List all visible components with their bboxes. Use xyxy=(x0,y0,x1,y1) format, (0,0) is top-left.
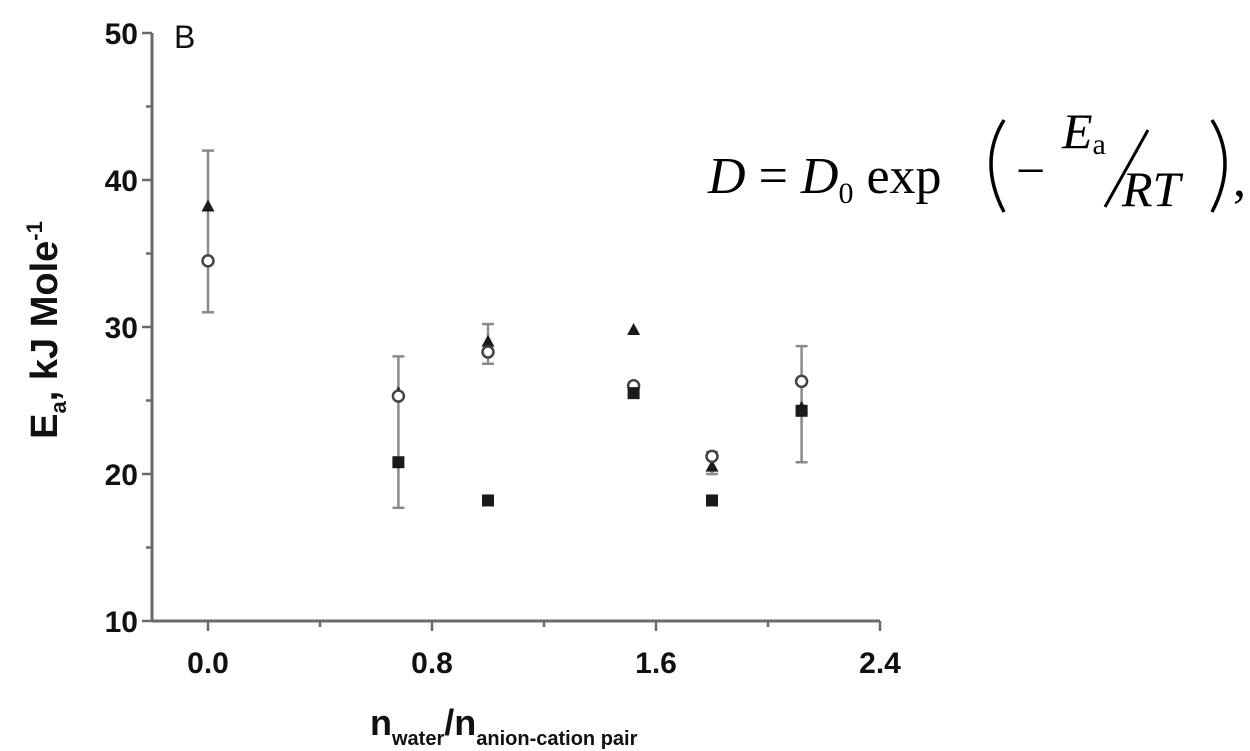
square-marker xyxy=(392,456,405,469)
y-axis-label-sub: a xyxy=(46,400,71,413)
equation-left-paren xyxy=(989,119,1006,213)
x-axis-label-sep: /n xyxy=(444,702,476,743)
x-axis-label-sub-1: water xyxy=(391,728,444,750)
panel-label: B xyxy=(174,19,195,55)
x-axis-label-main: n xyxy=(370,702,392,743)
axis-ticks: 10 20 30 40 50 0.0 0.8 1.6 2.4 xyxy=(105,18,902,680)
equation-equals: = xyxy=(746,148,801,205)
y-tick-label: 30 xyxy=(105,312,138,345)
square-marker xyxy=(795,404,808,417)
triangle-marker xyxy=(201,199,215,212)
triangle-marker xyxy=(627,322,641,335)
equation-left: D = D0 exp xyxy=(707,148,942,210)
triangle-marker xyxy=(705,459,719,472)
x-tick-label: 0.0 xyxy=(187,647,229,680)
axes xyxy=(150,33,880,623)
open-circle-marker xyxy=(794,374,809,389)
equation-right-paren xyxy=(1210,119,1227,213)
x-axis-label: nwater/nanion-cation pair xyxy=(370,702,638,750)
y-tick-label: 40 xyxy=(105,165,138,198)
x-tick-label: 0.8 xyxy=(411,647,453,680)
y-tick-label: 50 xyxy=(105,18,138,51)
square-marker xyxy=(706,494,718,507)
equation-slash xyxy=(1103,129,1150,208)
open-circle-marker xyxy=(391,389,406,403)
triangle-marker xyxy=(481,334,495,347)
y-axis-label-main: E xyxy=(24,413,66,438)
x-tick-label: 2.4 xyxy=(859,647,901,680)
equation-ea: Ea xyxy=(1061,103,1106,161)
equation-minus: − xyxy=(1016,143,1045,200)
y-tick-label: 10 xyxy=(105,606,138,639)
x-tick-label: 1.6 xyxy=(635,647,677,680)
open-circle-marker xyxy=(481,345,495,359)
x-axis-label-sub-2: anion-cation pair xyxy=(476,728,637,750)
equation-e: E xyxy=(1061,103,1093,159)
open-circle-marker xyxy=(705,449,719,464)
y-axis-label: Ea, kJ Mole-1 xyxy=(22,221,71,439)
equation-exp: exp xyxy=(853,148,941,205)
equation-d: D xyxy=(800,148,839,205)
y-axis-label-sup: -1 xyxy=(22,221,47,241)
equation-lhs: D xyxy=(707,148,746,205)
square-marker xyxy=(627,387,640,400)
equation-comma: , xyxy=(1233,151,1246,208)
equation-e-sub: a xyxy=(1093,128,1106,161)
equation-d-sub: 0 xyxy=(838,177,853,210)
open-circle-marker xyxy=(201,254,215,268)
y-tick-label: 20 xyxy=(105,459,138,492)
equation-rt: RT xyxy=(1121,161,1184,217)
arrhenius-equation: D = D0 exp − Ea RT , xyxy=(707,103,1246,217)
y-axis-label-rest: , kJ Mole xyxy=(24,241,66,402)
square-marker xyxy=(482,494,494,507)
data-markers xyxy=(201,199,809,507)
